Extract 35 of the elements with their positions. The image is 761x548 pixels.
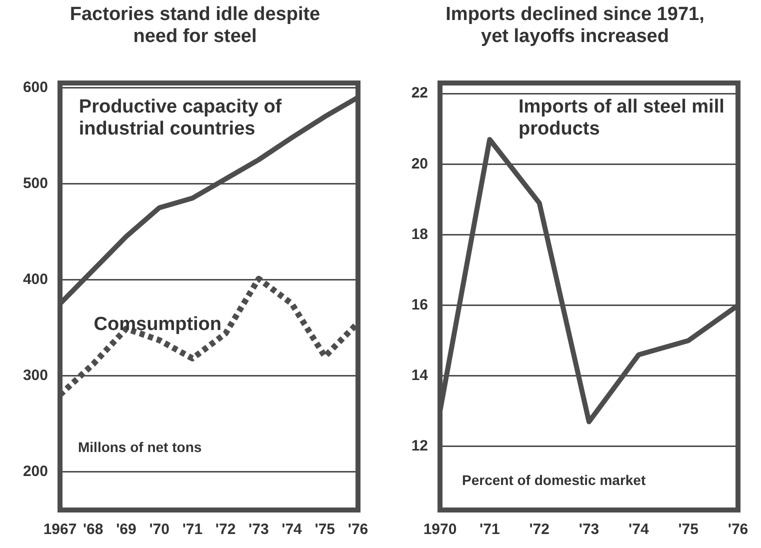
x-tick-label: '76	[728, 521, 748, 538]
chart-title: Factories stand idle despite need for steel	[68, 3, 322, 49]
y-tick-label: 22	[411, 84, 428, 102]
x-tick-label: '72	[529, 521, 550, 538]
x-tick-label: '70	[149, 521, 170, 538]
y-tick-label: 20	[411, 155, 428, 172]
x-tick-label: '71	[480, 521, 500, 538]
x-tick-label: '72	[215, 521, 236, 538]
x-tick-label: 1970	[423, 521, 457, 538]
series-label: Imports of all steel mill products	[518, 96, 724, 140]
y-axis-title: Percent of domestic market	[462, 472, 646, 488]
y-tick-label: 500	[22, 174, 48, 192]
chart-title: Imports declined since 1971, yet layoffs increased	[444, 3, 706, 49]
y-tick-label: 600	[22, 78, 48, 96]
x-tick-label: '74	[628, 521, 650, 538]
x-tick-label: '75	[678, 521, 698, 538]
series-label: Comsumption	[94, 314, 222, 336]
x-tick-label: '73	[578, 521, 600, 538]
x-tick-label: '68	[82, 521, 104, 538]
series-label: Productive capacity of industrial countries	[78, 96, 282, 140]
x-tick-label: '75	[314, 521, 336, 538]
y-tick-label: 14	[411, 367, 429, 384]
y-tick-label: 16	[411, 296, 428, 314]
y-tick-label: 300	[22, 366, 48, 384]
y-tick-label: 12	[411, 438, 428, 455]
x-tick-label: '74	[282, 521, 303, 538]
y-axis-title: Millons of net tons	[78, 438, 202, 455]
x-tick-label: 1967	[43, 521, 77, 538]
x-tick-label: '76	[348, 521, 368, 538]
y-tick-label: 400	[22, 270, 48, 288]
y-tick-label: 200	[22, 462, 48, 480]
x-tick-label: '69	[116, 521, 136, 538]
y-tick-label: 18	[411, 226, 428, 243]
x-tick-label: '73	[248, 521, 269, 538]
x-tick-label: '71	[182, 521, 203, 538]
